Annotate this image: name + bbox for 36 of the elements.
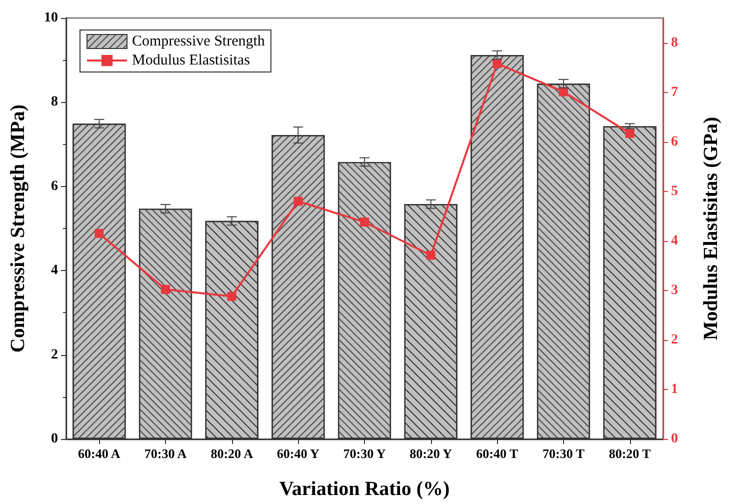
point — [360, 218, 369, 227]
point — [227, 292, 236, 301]
x-axis-title: Variation Ratio (%) — [279, 478, 450, 500]
x-tick-label: 60:40 Y — [276, 446, 320, 461]
y2-tick-label: 2 — [671, 332, 678, 348]
y-tick-label: 8 — [51, 94, 58, 110]
x-tick-label: 70:30 Y — [343, 446, 386, 461]
point — [426, 250, 436, 260]
x-tick-label: 80:20 T — [608, 446, 652, 461]
y2-tick-label: 5 — [671, 184, 678, 199]
y2-tick-label: 4 — [671, 233, 678, 248]
y2-axis-title: Modulus Elastisitas (GPa) — [700, 116, 722, 340]
x-tick-label: 60:40 T — [476, 446, 519, 461]
y-tick-label: 0 — [51, 432, 58, 446]
y-tick-label: 6 — [51, 178, 58, 194]
x-tick-label: 70:30 A — [144, 446, 188, 461]
point — [161, 284, 170, 294]
y-tick-label: 10 — [44, 10, 58, 26]
x-tick-label: 60:40 A — [78, 446, 121, 461]
y-tick-label: 4 — [51, 263, 58, 278]
y2-tick-label: 7 — [671, 84, 678, 100]
x-tick-label: 80:20 A — [210, 446, 254, 461]
y-tick-label: 2 — [51, 347, 58, 362]
y-axis-title: Compressive Strength (MPa) — [7, 104, 29, 353]
y2-tick-label: 8 — [671, 35, 678, 50]
point — [94, 228, 104, 238]
y2-tick-label: 0 — [671, 432, 678, 446]
y2-tick-label: 6 — [671, 134, 678, 150]
legend-label: Compressive Strength — [132, 34, 266, 50]
legend-label: Modulus Elastisitas — [132, 52, 250, 68]
x-tick-label: 70:30 T — [542, 446, 585, 461]
point — [625, 128, 634, 138]
point — [294, 196, 303, 206]
y2-tick-label: 1 — [671, 382, 678, 397]
y2-tick-label: 3 — [671, 282, 678, 298]
x-tick-label: 80:20 Y — [410, 446, 453, 461]
